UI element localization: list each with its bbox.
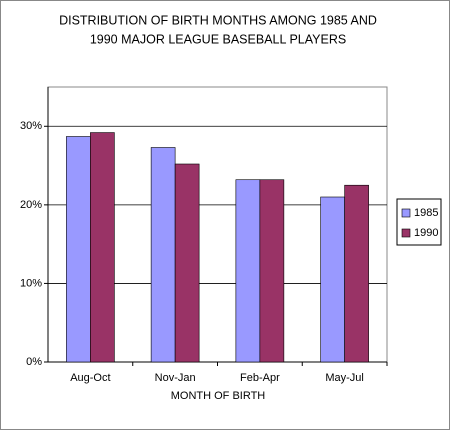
bar	[235, 179, 261, 363]
legend-label: 1990	[414, 227, 438, 239]
x-axis-label: MONTH OF BIRTH	[171, 390, 266, 402]
y-tick-label: 30%	[20, 120, 42, 132]
chart-title: DISTRIBUTION OF BIRTH MONTHS AMONG 1985 …	[59, 13, 377, 27]
y-tick-label: 0%	[26, 356, 42, 368]
chart-title: 1990 MAJOR LEAGUE BASEBALL PLAYERS	[90, 32, 346, 46]
legend-swatch	[401, 228, 411, 238]
bar	[150, 147, 176, 363]
y-tick-label: 20%	[20, 199, 42, 211]
y-tick-label: 10%	[20, 277, 42, 289]
x-tick-label: May-Jul	[325, 372, 364, 384]
legend-box	[396, 198, 442, 246]
x-tick-label: Feb-Apr	[240, 372, 280, 384]
x-tick-label: Aug-Oct	[70, 372, 110, 384]
legend-swatch	[401, 208, 411, 218]
bar	[344, 184, 369, 363]
bar	[90, 132, 115, 363]
bar	[66, 136, 91, 363]
bar	[259, 179, 285, 363]
x-tick-label: Nov-Jan	[155, 372, 196, 384]
bar	[320, 196, 345, 363]
bar	[174, 163, 200, 363]
legend-label: 1985	[414, 207, 438, 219]
